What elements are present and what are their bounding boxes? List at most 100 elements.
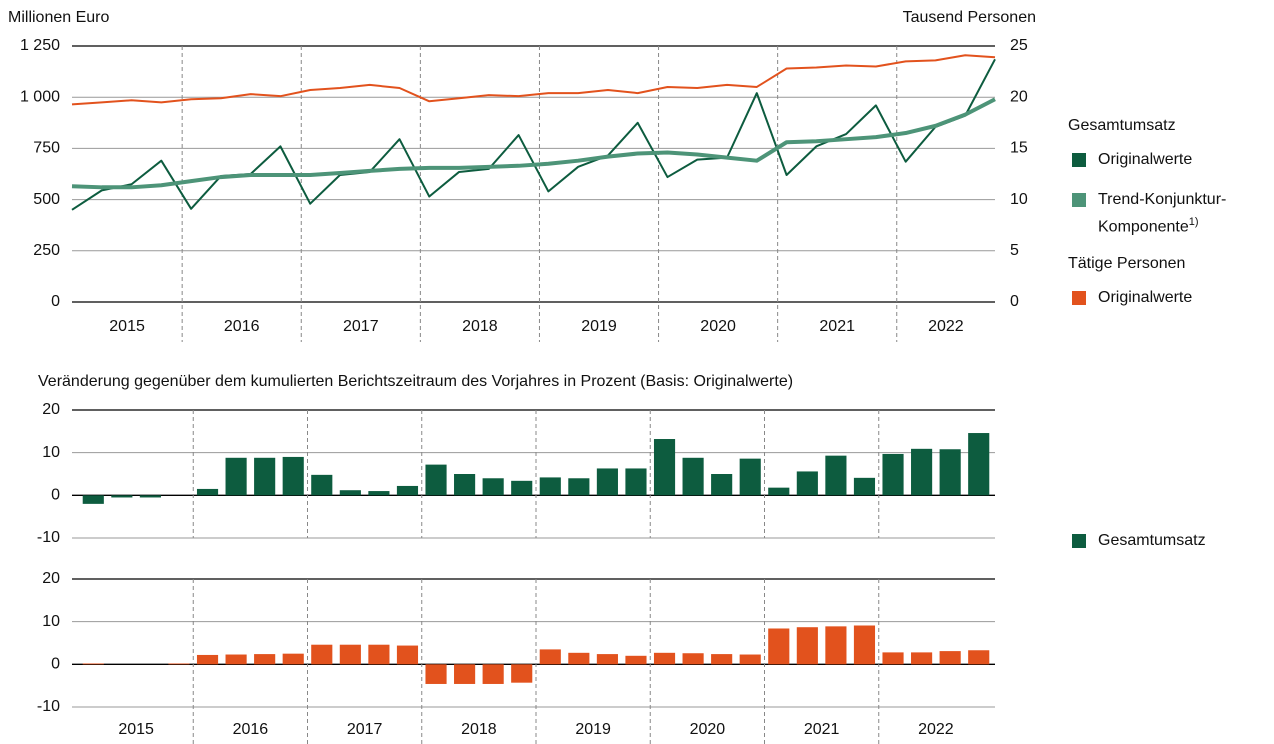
y-tick-label: 250	[33, 242, 60, 259]
legend-footnote: 1)	[1188, 216, 1199, 228]
bar	[853, 477, 876, 496]
bar	[482, 664, 504, 684]
bar	[254, 654, 276, 665]
bar	[425, 664, 447, 684]
legend-label: Gesamtumsatz	[1098, 532, 1206, 549]
bar	[82, 663, 104, 665]
bar	[739, 654, 761, 665]
x-tick-label: 2016	[233, 721, 269, 738]
x-tick-label: 2022	[918, 721, 954, 738]
x-tick-label: 2019	[581, 318, 617, 335]
series-line	[71, 54, 996, 106]
y-tick-label: 0	[51, 656, 60, 673]
bar	[454, 474, 476, 496]
bar	[539, 477, 561, 496]
bar	[311, 474, 333, 496]
bar	[454, 664, 476, 684]
y-tick-label: -10	[37, 698, 60, 715]
x-tick-label: 2020	[690, 721, 726, 738]
legend-entry: Trend-Konjunktur-Komponente1)	[1098, 189, 1268, 238]
legend-entry: Originalwerte	[1098, 149, 1268, 171]
bar	[911, 448, 933, 496]
legend-group-title: Tätige Personen	[1068, 255, 1186, 272]
bar	[282, 653, 304, 665]
x-tick-label: 2022	[928, 318, 964, 335]
bar	[368, 491, 390, 496]
y-tick-label: 1 250	[20, 37, 60, 54]
bar	[196, 654, 219, 665]
bar	[682, 457, 704, 496]
legend-swatch	[1072, 193, 1086, 207]
bar	[396, 485, 419, 496]
bar	[282, 456, 304, 496]
bar	[511, 664, 533, 683]
bar	[796, 471, 818, 496]
y-tick-label: 20	[42, 401, 60, 418]
legend-group-title: Gesamtumsatz	[1068, 117, 1176, 134]
bar	[196, 488, 219, 496]
legend-swatch	[1072, 534, 1086, 548]
bar	[482, 478, 504, 496]
legend-swatch	[1072, 153, 1086, 167]
x-tick-label: 2020	[700, 318, 736, 335]
x-tick-label: 2015	[118, 721, 154, 738]
bar	[939, 651, 961, 665]
bar	[368, 644, 390, 665]
bar	[568, 652, 590, 665]
bar	[225, 654, 247, 665]
y-tick-label: 0	[51, 293, 60, 310]
bar	[339, 644, 361, 665]
y2-tick-label: 10	[1010, 191, 1028, 208]
y2-tick-label: 0	[1010, 293, 1019, 310]
legend-label: Originalwerte	[1098, 289, 1193, 306]
bar	[825, 455, 847, 496]
bar	[539, 649, 561, 665]
bar	[139, 495, 161, 498]
bar	[768, 487, 790, 496]
bar	[82, 495, 104, 504]
bar	[339, 490, 361, 496]
series-line	[71, 97, 996, 190]
bar	[111, 495, 133, 498]
legend-swatch	[1072, 291, 1086, 305]
y-tick-label: 1 000	[20, 88, 60, 105]
bar	[711, 654, 733, 665]
legend-label: Trend-Konjunktur-Komponente	[1098, 191, 1227, 236]
y-tick-label: 500	[33, 191, 60, 208]
bar	[254, 457, 276, 496]
x-tick-label: 2019	[575, 721, 611, 738]
bar	[625, 468, 647, 496]
chart-title: Veränderung gegenüber dem kumulierten Be…	[38, 373, 793, 390]
x-tick-label: 2018	[461, 721, 497, 738]
legend-entry: Originalwerte	[1098, 287, 1268, 309]
bar	[225, 457, 247, 496]
y2-axis-label: Tausend Personen	[903, 9, 1036, 26]
bar	[653, 652, 676, 665]
y-tick-label: 10	[42, 613, 60, 630]
bar	[653, 439, 676, 496]
bar	[711, 474, 733, 496]
bar	[425, 464, 447, 496]
bar	[882, 453, 904, 496]
bar	[825, 626, 847, 665]
bar	[853, 625, 876, 665]
y-tick-label: 750	[33, 140, 60, 157]
y-tick-label: 10	[42, 444, 60, 461]
series-line	[71, 58, 996, 211]
bar	[796, 627, 818, 665]
bar	[768, 628, 790, 665]
x-tick-label: 2015	[109, 318, 145, 335]
bar	[511, 480, 533, 496]
bar	[939, 449, 961, 496]
x-tick-label: 2017	[347, 721, 383, 738]
y2-tick-label: 5	[1010, 242, 1019, 259]
y-axis-label: Millionen Euro	[8, 9, 109, 26]
bar	[968, 650, 990, 665]
y2-tick-label: 15	[1010, 140, 1028, 157]
bar	[596, 468, 618, 496]
x-tick-label: 2018	[462, 318, 498, 335]
bar	[311, 644, 333, 665]
x-tick-label: 2021	[804, 721, 840, 738]
bar	[882, 652, 904, 665]
